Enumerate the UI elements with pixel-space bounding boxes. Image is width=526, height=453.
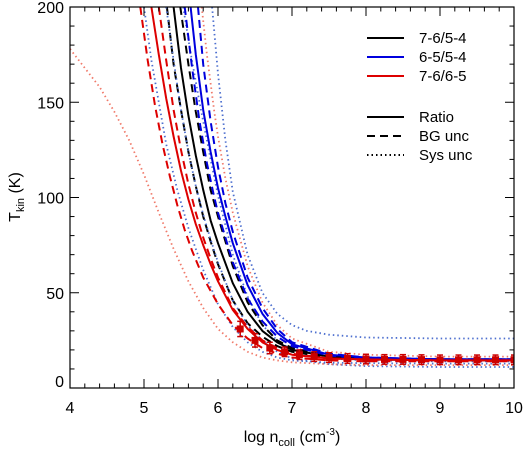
x-axis-title-unit-sup: -3 bbox=[326, 427, 335, 438]
legend-item-style-0: Ratio bbox=[367, 109, 454, 126]
x-tick-label: 5 bbox=[140, 400, 149, 417]
legend-item-style-1: BG unc bbox=[367, 128, 470, 145]
legend-item-color-1: 6-5/5-4 bbox=[367, 49, 467, 66]
y-axis-title-unit: (K) bbox=[7, 172, 24, 198]
data-marker-2 bbox=[266, 341, 274, 355]
y-tick-label: 0 bbox=[55, 374, 64, 391]
data-marker-16 bbox=[510, 354, 514, 366]
x-axis-title: log ncoll (cm-3) bbox=[244, 427, 341, 449]
x-tick-label: 4 bbox=[66, 400, 75, 417]
svg-text:7-6/6-5: 7-6/6-5 bbox=[419, 68, 467, 85]
y-tick-label: 200 bbox=[37, 0, 64, 17]
x-axis-title-sub: coll bbox=[278, 437, 295, 449]
data-marker-9 bbox=[381, 353, 388, 365]
y-tick-label: 150 bbox=[37, 95, 64, 112]
y-tick-label: 50 bbox=[46, 286, 64, 303]
y-axis-title: Tkin (K) bbox=[7, 172, 27, 222]
series-line-9 bbox=[189, 7, 514, 361]
svg-text:Ratio: Ratio bbox=[419, 109, 454, 126]
data-marker-4 bbox=[295, 349, 303, 361]
data-marker-5 bbox=[310, 351, 318, 363]
data-marker-11 bbox=[418, 354, 425, 366]
x-axis-title-main: log n bbox=[244, 429, 279, 446]
data-marker-15 bbox=[492, 354, 499, 366]
x-tick-label: 9 bbox=[436, 400, 445, 417]
svg-text:BG unc: BG unc bbox=[419, 128, 470, 145]
svg-text:6-5/5-4: 6-5/5-4 bbox=[419, 49, 467, 66]
data-marker-7 bbox=[344, 352, 351, 364]
data-marker-13 bbox=[455, 354, 462, 366]
data-marker-10 bbox=[399, 353, 407, 365]
y-axis-title-sub: kin bbox=[15, 198, 27, 212]
data-marker-6 bbox=[325, 352, 333, 364]
x-tick-label: 6 bbox=[214, 400, 223, 417]
y-axis-title-main: T bbox=[7, 212, 24, 222]
series-line-8 bbox=[183, 7, 514, 361]
series-line-7 bbox=[197, 7, 514, 361]
data-marker-8 bbox=[362, 353, 370, 365]
data-marker-0 bbox=[236, 320, 244, 338]
legend: 7-6/5-4 6-5/5-4 7-6/6-5 Ratio BG unc Sys unc bbox=[367, 30, 473, 164]
svg-text:Sys unc: Sys unc bbox=[419, 147, 473, 164]
marker-layer bbox=[236, 320, 514, 366]
x-tick-label: 7 bbox=[288, 400, 297, 417]
data-marker-14 bbox=[473, 354, 481, 366]
data-marker-1 bbox=[251, 332, 259, 348]
x-tick-label: 8 bbox=[362, 400, 371, 417]
data-marker-12 bbox=[436, 354, 444, 366]
legend-item-color-0: 7-6/5-4 bbox=[367, 30, 467, 47]
x-axis-title-unit: (cm bbox=[295, 429, 326, 446]
y-tick-label: 100 bbox=[37, 191, 64, 208]
legend-item-style-2: Sys unc bbox=[367, 147, 473, 164]
data-marker-3 bbox=[281, 346, 289, 358]
x-tick-label: 10 bbox=[505, 400, 523, 417]
svg-text:7-6/5-4: 7-6/5-4 bbox=[419, 30, 467, 47]
series-line-11 bbox=[70, 48, 514, 366]
x-axis-title-unit-close: ) bbox=[335, 429, 340, 446]
legend-item-color-2: 7-6/6-5 bbox=[367, 68, 467, 85]
